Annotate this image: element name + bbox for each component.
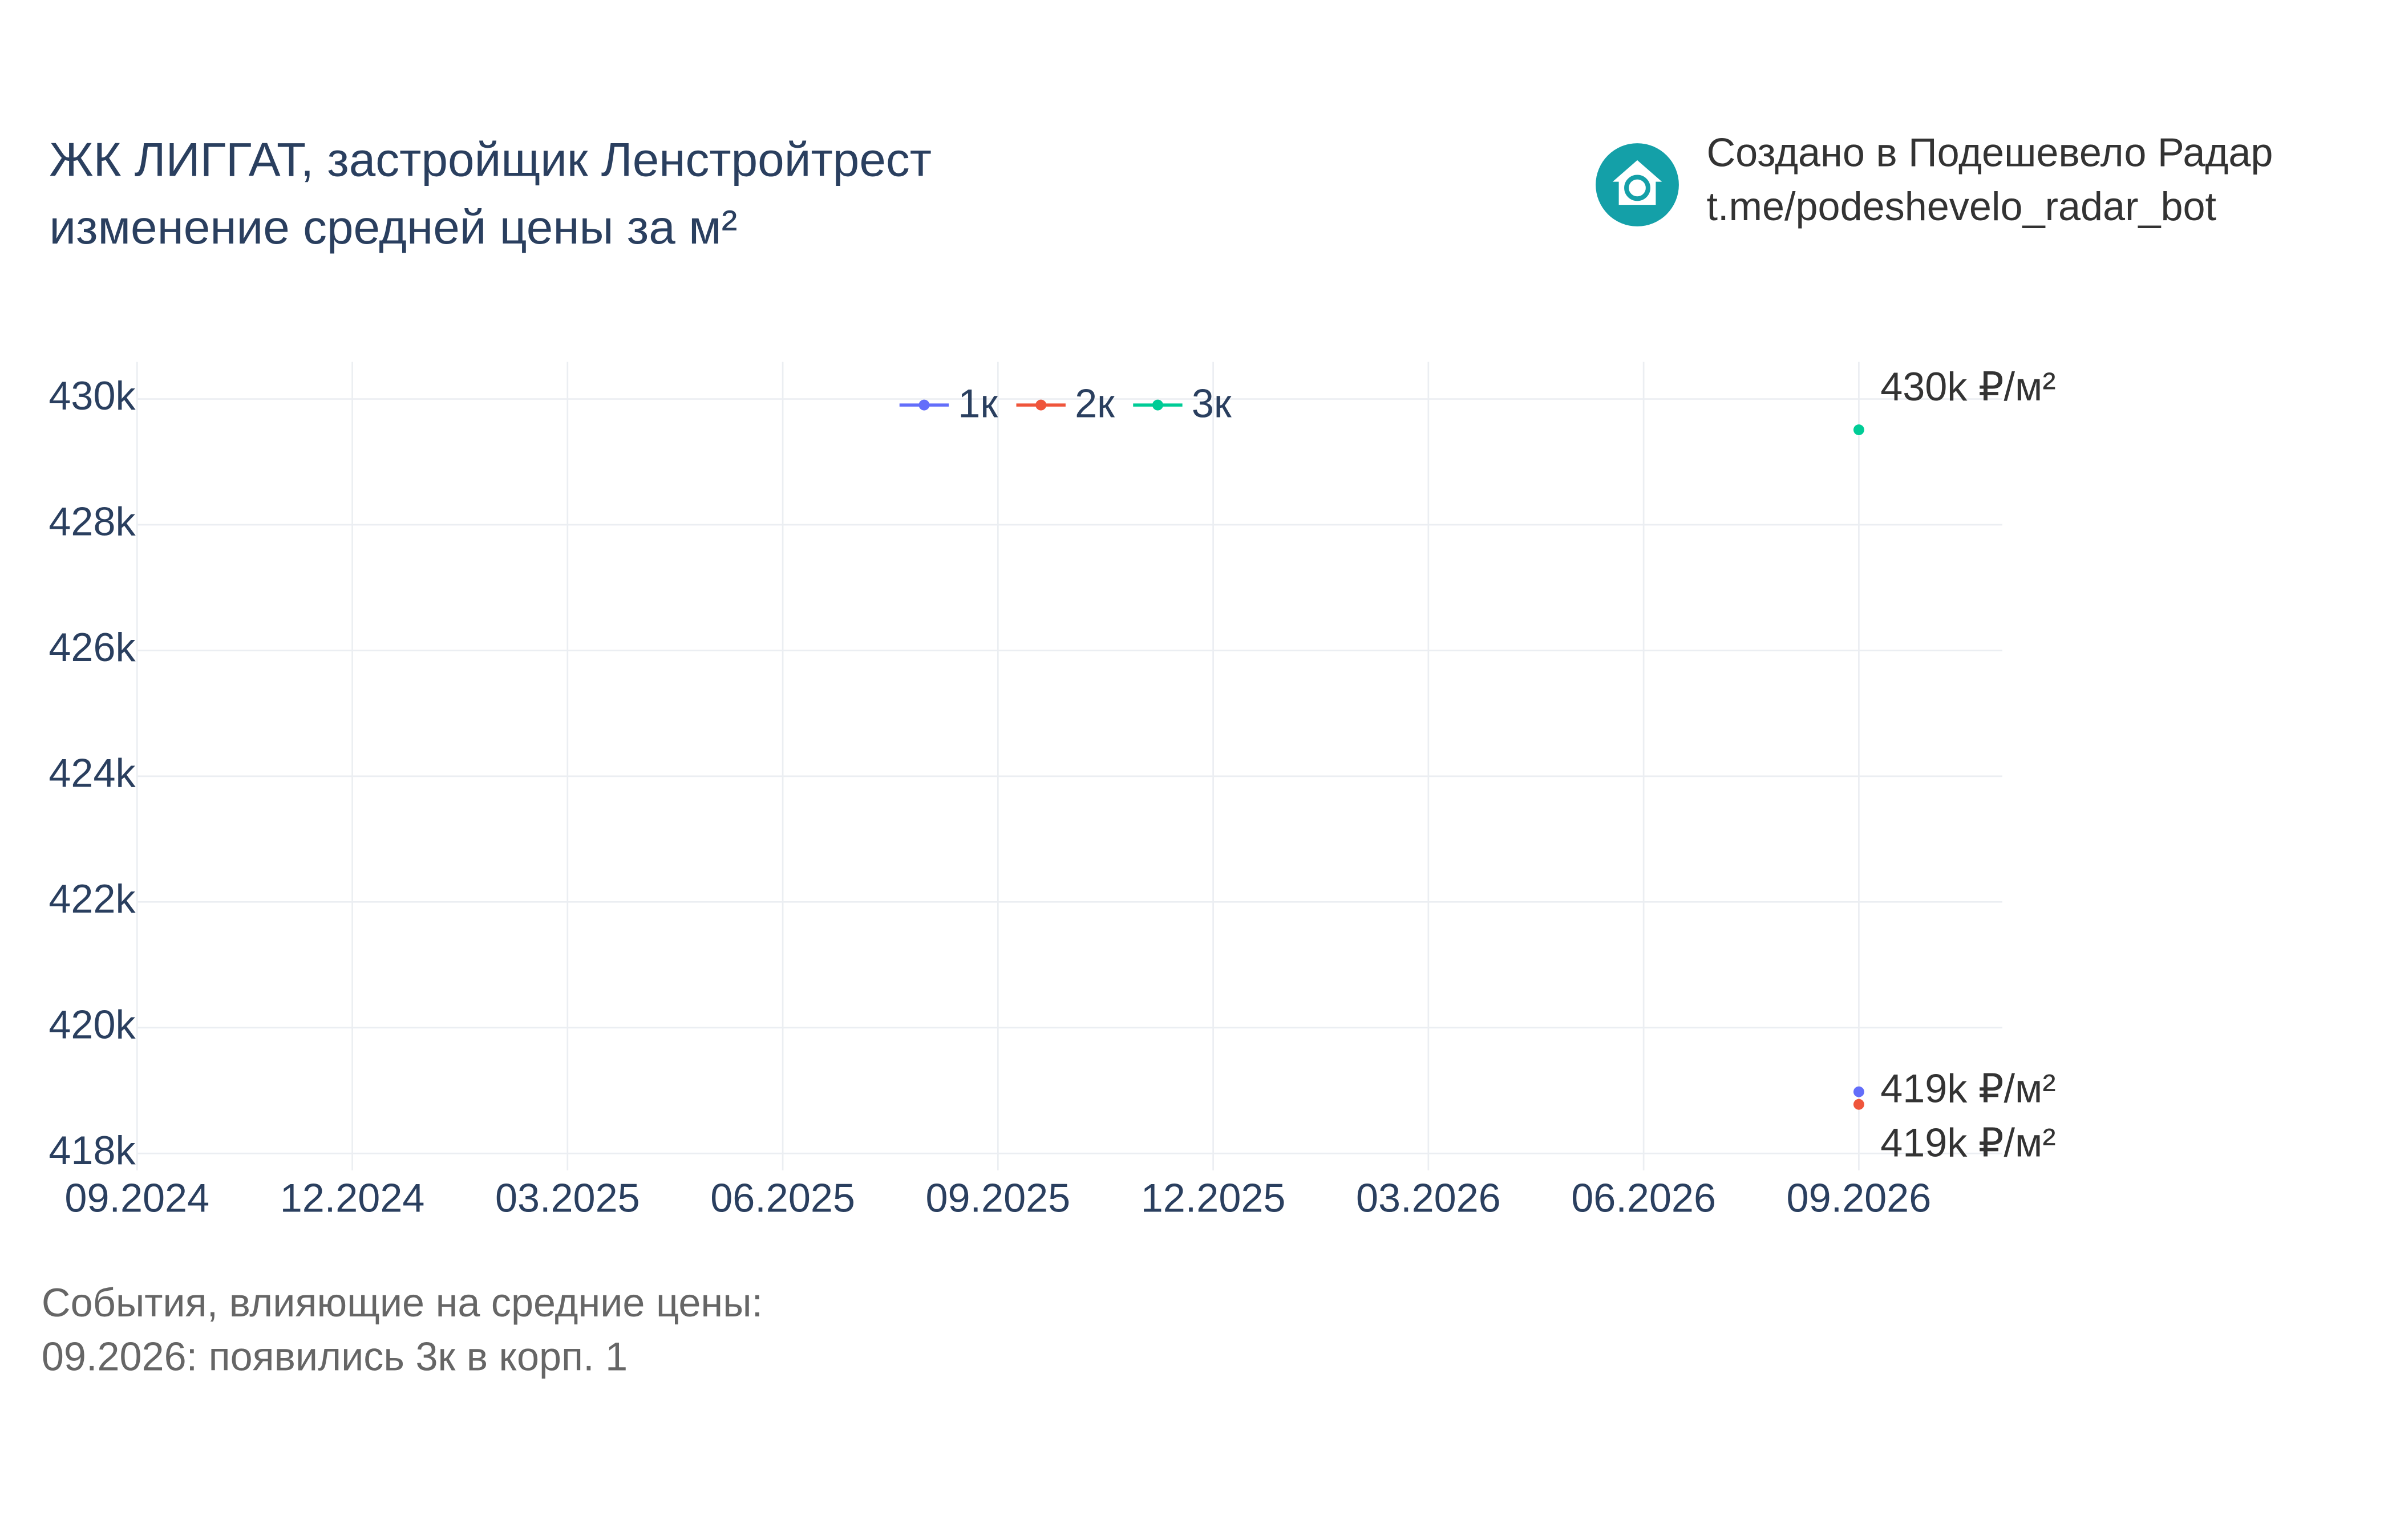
data-label: 419k ₽/м² <box>1880 1066 2055 1111</box>
x-tick-label: 09.2025 <box>925 1176 1070 1221</box>
y-tick-label: 424k <box>48 750 136 795</box>
data-point <box>1853 1086 1864 1097</box>
y-tick-label: 430k <box>48 373 136 418</box>
x-tick-label: 03.2025 <box>495 1176 640 1221</box>
x-tick-label: 12.2024 <box>280 1176 425 1221</box>
y-tick-label: 426k <box>48 625 136 670</box>
legend-label: 3к <box>1192 380 1232 425</box>
plot-area: 09.2024 12.2024 03.2025 06.2025 09.2025 12.20… <box>48 362 2056 1221</box>
watermark: t.me/podeshevelo_radar_bot <box>1707 184 2217 229</box>
y-tick-label: 422k <box>48 876 136 921</box>
data-label: 430k ₽/м² <box>1880 364 2055 409</box>
x-tick-label: 06.2025 <box>710 1176 855 1221</box>
x-tick-label: 03.2026 <box>1356 1176 1501 1221</box>
data-point <box>1853 424 1864 436</box>
x-tick-label: 06.2026 <box>1571 1176 1716 1221</box>
data-point <box>1853 1099 1864 1110</box>
legend-marker <box>1152 399 1163 411</box>
logo <box>1596 143 1679 226</box>
chart-subtitle: изменение средней цены за м² <box>49 200 737 254</box>
watermark: Создано в Подешевело Радар <box>1707 129 2273 175</box>
legend-label: 1к <box>958 380 998 425</box>
x-tick-label: 12.2025 <box>1141 1176 1286 1221</box>
data-label: 419k ₽/м² <box>1880 1120 2055 1165</box>
legend-label: 2к <box>1075 380 1115 425</box>
x-tick-label: 09.2026 <box>1787 1176 1932 1221</box>
annotation: 09.2026: появились 3к в корп. 1 <box>42 1334 628 1379</box>
legend-marker <box>918 399 930 411</box>
y-tick-label: 418k <box>48 1128 136 1173</box>
y-tick-label: 420k <box>48 1002 136 1047</box>
y-tick-label: 428k <box>48 499 136 544</box>
x-tick-label: 09.2024 <box>64 1176 209 1221</box>
legend-marker <box>1035 399 1047 411</box>
annotation: События, влияющие на средние цены: <box>42 1280 763 1325</box>
chart-title: ЖК ЛИГГАТ, застройщик Ленстройтрест <box>49 132 932 186</box>
